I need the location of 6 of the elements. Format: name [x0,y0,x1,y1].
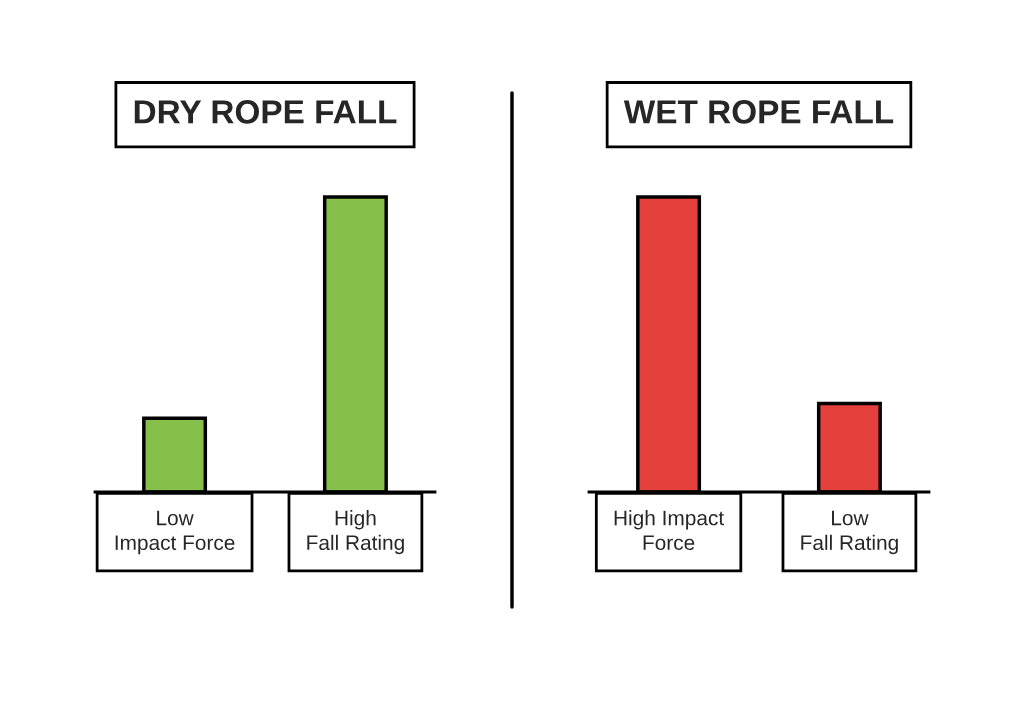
chart-title: DRY ROPE FALL [134,100,397,124]
x-tick-label: Low Impact Force [115,510,235,555]
chart-title: WET ROPE FALL [623,100,894,124]
x-tick-label: High Fall Rating [307,510,404,555]
x-tick-label: Low Fall Rating [801,510,898,555]
x-tick-label: High Impact Force [614,510,724,551]
